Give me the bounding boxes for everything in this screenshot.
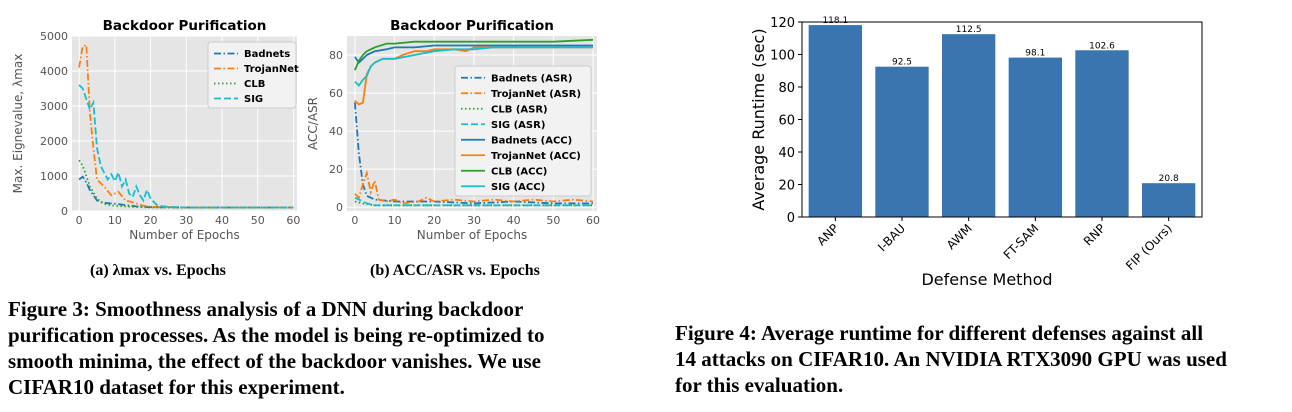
y-tick-label: 20	[329, 163, 343, 176]
x-tick-label: RNP	[1081, 221, 1108, 248]
eigenvalue-chart: 0 10 20 30 40 50 60 0 1000 2000 3000 4000 5000 Backdo…	[11, 18, 300, 242]
series-line	[354, 169, 594, 205]
x-tick-label: 0	[76, 214, 83, 227]
x-tick-label: I-BAU	[875, 221, 908, 254]
bar	[808, 25, 862, 218]
y-tick-label: 60	[329, 87, 343, 100]
x-tick-label: 0	[351, 214, 358, 227]
legend-label: Badnets (ASR)	[491, 73, 572, 84]
figure4-caption: Figure 4: Average runtime for different …	[675, 320, 1290, 398]
bar-value-label: 118.1	[822, 16, 848, 26]
y-tick-label: 80	[778, 81, 795, 96]
legend-label: CLB (ACC)	[491, 166, 547, 177]
x-tick-label: 10	[108, 214, 122, 227]
x-axis-label: Defense Method	[921, 270, 1052, 289]
bar-value-label: 112.5	[956, 25, 982, 35]
y-tick-label: 2000	[40, 135, 68, 148]
plot-frame	[801, 21, 1203, 218]
x-axis-label: Number of Epochs	[417, 228, 527, 242]
legend-label: TrojanNet (ACC)	[491, 151, 581, 162]
x-tick-label: AWM	[944, 221, 975, 252]
legend-label: SIG	[244, 94, 263, 105]
y-tick-label: 4000	[40, 65, 68, 78]
bar	[875, 66, 929, 217]
figure3-caption: Figure 3: Smoothness analysis of a DNN d…	[8, 296, 628, 400]
y-axis-label: ACC/ASR	[306, 97, 320, 150]
legend-box	[207, 41, 297, 109]
caption-line: purification processes. As the model is …	[8, 323, 545, 347]
bar-value-label: 98.1	[1025, 49, 1045, 59]
y-tick-label: 0	[61, 205, 68, 218]
x-tick-label: ANP	[814, 221, 841, 248]
legend-label: Badnets	[244, 49, 290, 60]
subcaption-a: (a) λmax vs. Epochs	[90, 262, 226, 279]
series-line	[354, 38, 594, 71]
legend-label: SIG (ASR)	[491, 120, 545, 131]
bar	[1142, 183, 1196, 217]
x-tick-label: 60	[286, 214, 300, 227]
legend-label: SIG (ACC)	[491, 182, 545, 193]
bar	[1008, 57, 1062, 218]
legend-label: CLB	[244, 79, 265, 90]
bar	[1075, 50, 1129, 218]
x-tick-label: 50	[251, 214, 265, 227]
y-axis-label: Average Runtime (sec)	[749, 28, 768, 210]
bar-value-label: 102.6	[1089, 41, 1115, 51]
y-tick-label: 60	[778, 114, 795, 129]
x-tick-label: 20	[144, 214, 158, 227]
series-line	[354, 46, 593, 87]
runtime-bar-chart: 0 20 40 60 80 100 120 118.1 ANP 92.5 I-BAU 112.5 AWM…	[749, 16, 1203, 289]
chart-title: Backdoor Purification	[103, 18, 267, 34]
x-tick-label: 50	[546, 214, 560, 227]
y-tick-label: 0	[787, 211, 795, 226]
caption-line: smooth minima, the effect of the backdoo…	[8, 349, 541, 373]
legend-label: TrojanNet	[244, 64, 299, 75]
y-tick-label: 120	[770, 16, 795, 31]
chart-title: Backdoor Purification	[390, 18, 554, 34]
y-tick-label: 1000	[40, 170, 68, 183]
x-tick-label: 10	[388, 214, 402, 227]
caption-line: Figure 3: Smoothness analysis of a DNN d…	[8, 297, 524, 321]
y-tick-label: 80	[329, 49, 343, 62]
y-tick-label: 20	[778, 179, 795, 194]
subcaption-b: (b) ACC/ASR vs. Epochs	[370, 262, 540, 279]
series-line	[78, 159, 294, 209]
bar	[942, 34, 996, 217]
y-tick-label: 40	[778, 146, 795, 161]
y-tick-label: 0	[336, 201, 343, 214]
series-line	[354, 102, 593, 205]
y-tick-label: 3000	[40, 100, 68, 113]
y-tick-label: 40	[329, 125, 343, 138]
series-line	[354, 196, 593, 207]
x-tick-label: 30	[179, 214, 193, 227]
series-line	[78, 84, 294, 209]
series-line	[78, 43, 294, 209]
y-axis-label: Max. Eignevalue, λmax	[11, 54, 25, 194]
caption-line: for this evaluation.	[675, 373, 844, 397]
caption-line: Figure 4: Average runtime for different …	[675, 321, 1204, 345]
series-line	[354, 44, 593, 64]
x-tick-label: 30	[467, 214, 481, 227]
x-tick-label: 40	[215, 214, 229, 227]
y-tick-label: 100	[770, 49, 795, 64]
caption-line: 14 attacks on CIFAR10. An NVIDIA RTX3090…	[675, 347, 1227, 371]
bar-value-label: 20.8	[1159, 174, 1179, 184]
acc-asr-chart: 0 10 20 30 40 50 60 0 20 40 60 80 Backdoor Purificat…	[306, 18, 600, 242]
caption-line: CIFAR10 dataset for this experiment.	[8, 375, 345, 399]
legend-label: TrojanNet (ASR)	[491, 89, 581, 100]
legend-label: Badnets (ACC)	[491, 135, 572, 146]
bar-value-label: 92.5	[892, 58, 912, 68]
x-tick-label: 60	[586, 214, 600, 227]
x-tick-label: FIP (Ours)	[1123, 221, 1175, 273]
y-tick-label: 5000	[40, 30, 68, 43]
legend-box	[454, 65, 592, 197]
x-tick-label: 40	[507, 214, 521, 227]
legend-label: CLB (ASR)	[491, 104, 548, 115]
x-axis-label: Number of Epochs	[129, 228, 239, 242]
x-tick-label: FT-SAM	[1001, 221, 1042, 262]
x-tick-label: 20	[427, 214, 441, 227]
